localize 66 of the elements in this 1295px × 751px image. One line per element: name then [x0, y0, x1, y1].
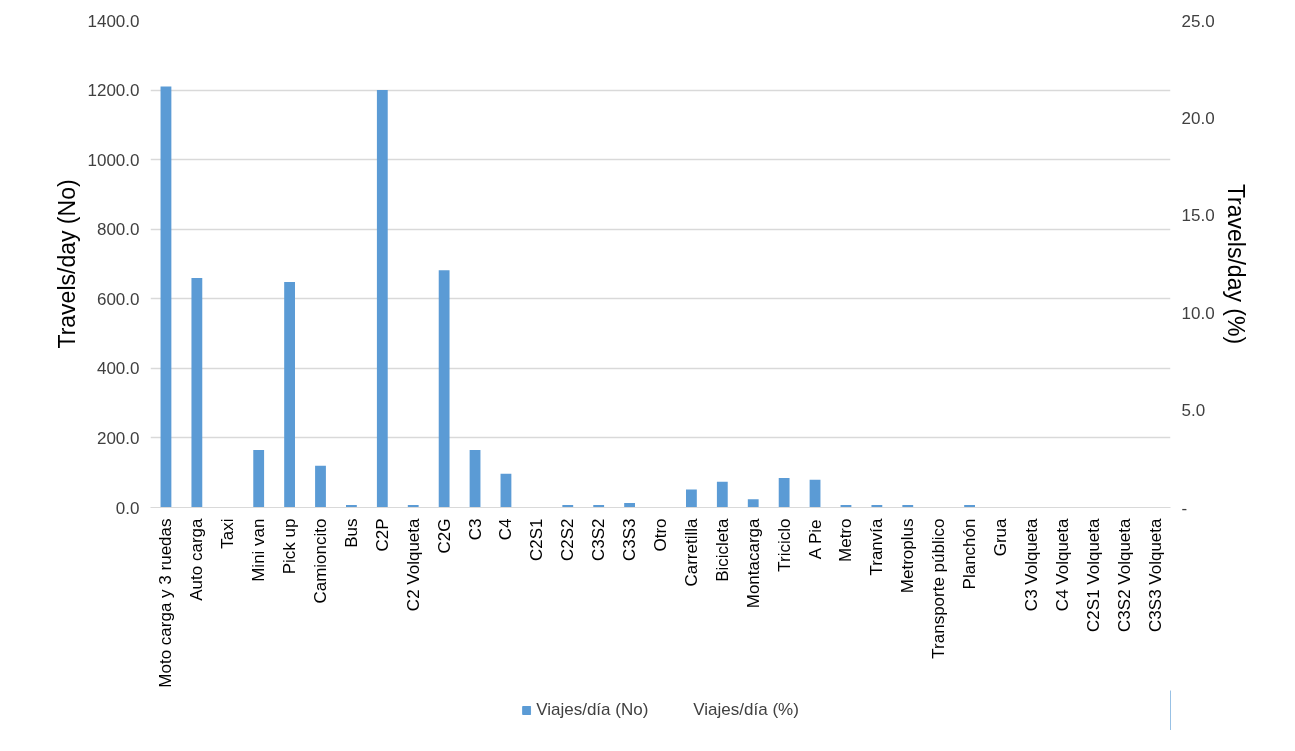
bar: [716, 481, 728, 508]
x-tick-label: C2S1: [527, 518, 547, 562]
x-tick-label: Montacarga: [743, 517, 763, 609]
x-tick-label: Bicicleta: [712, 517, 732, 582]
bar: [778, 477, 790, 508]
x-tick-label: C2 Volqueta: [403, 517, 423, 612]
text: Viajes/día (%): [693, 700, 799, 720]
x-tick-label: Planchón: [960, 518, 980, 590]
y-tick-label: 600.0: [96, 289, 140, 309]
x-tick-label: Otro: [651, 518, 670, 552]
bar: [191, 277, 203, 508]
y-axis-title: Travels/day (No): [53, 179, 80, 349]
bar: [284, 282, 295, 508]
y-tick-label: 1400.0: [87, 11, 140, 31]
y-tick-label: 400.0: [96, 359, 140, 379]
y2-tick-label: -: [1181, 498, 1188, 518]
x-tick-label: Pick up: [280, 518, 300, 575]
x-tick-label: Auto carga: [187, 517, 207, 601]
y2-axis-title: Travels/day (%): [1222, 183, 1249, 345]
y2-tick-label: 20.0: [1181, 108, 1215, 128]
y-tick-label: 800.0: [96, 220, 140, 240]
bar: [253, 450, 265, 508]
legend-label: Viajes/día (No): [536, 700, 649, 720]
x-tick-label: C3S3 Volqueta: [1145, 517, 1165, 632]
x-tick-label: C3S3: [620, 518, 640, 562]
x-tick-label: A Pie: [805, 519, 825, 560]
bar: [438, 270, 450, 508]
x-tick-label: C4 Volqueta: [1052, 517, 1072, 612]
y2-tick-label: 5.0: [1181, 401, 1206, 421]
bar: [315, 465, 326, 508]
x-tick-label: Camioncito: [311, 518, 330, 604]
y-tick-label: 200.0: [96, 428, 140, 448]
x-tick-label: Moto carga y 3 ruedas: [156, 518, 176, 688]
x-tick-label: Mini van: [249, 518, 269, 582]
x-tick-label: Grua: [991, 517, 1010, 557]
x-tick-label: C3S2 Volqueta: [1114, 517, 1134, 632]
x-tick-label: Bus: [341, 518, 361, 548]
y2-tick-label: 25.0: [1181, 11, 1215, 31]
x-tick-label: Taxi: [218, 518, 238, 549]
x-tick-label: C2S2: [558, 518, 578, 562]
bar: [500, 473, 512, 508]
x-tick-label: C3S2: [589, 518, 609, 562]
y2-tick-label: 10.0: [1181, 303, 1215, 323]
x-tick-label: C2G: [434, 518, 454, 554]
x-tick-label: Transporte público: [929, 518, 949, 659]
x-tick-label: Carretilla: [681, 517, 701, 587]
x-tick-label: C4: [496, 518, 516, 541]
y2-tick-label: 15.0: [1181, 206, 1215, 226]
bar: [809, 479, 821, 508]
bar: [624, 502, 635, 508]
y-tick-label: 1000.0: [87, 150, 140, 170]
bar: [469, 450, 481, 508]
x-tick-label: Metro: [836, 518, 856, 562]
x-tick-label: Metroplus: [898, 518, 918, 594]
y-tick-label: 1200.0: [87, 81, 140, 101]
x-tick-label: C3: [465, 518, 485, 541]
bar: [747, 499, 759, 508]
x-tick-label: Tranvía: [867, 517, 887, 576]
x-tick-label: C3 Volqueta: [1021, 517, 1041, 612]
x-tick-label: C2S1 Volqueta: [1083, 517, 1103, 632]
x-tick-label: C2P: [372, 518, 392, 552]
x-tick-label: Triciclo: [774, 518, 794, 572]
bar: [160, 86, 172, 508]
bar: [686, 489, 697, 508]
y-tick-label: 0.0: [115, 498, 140, 518]
bar: [376, 90, 388, 508]
